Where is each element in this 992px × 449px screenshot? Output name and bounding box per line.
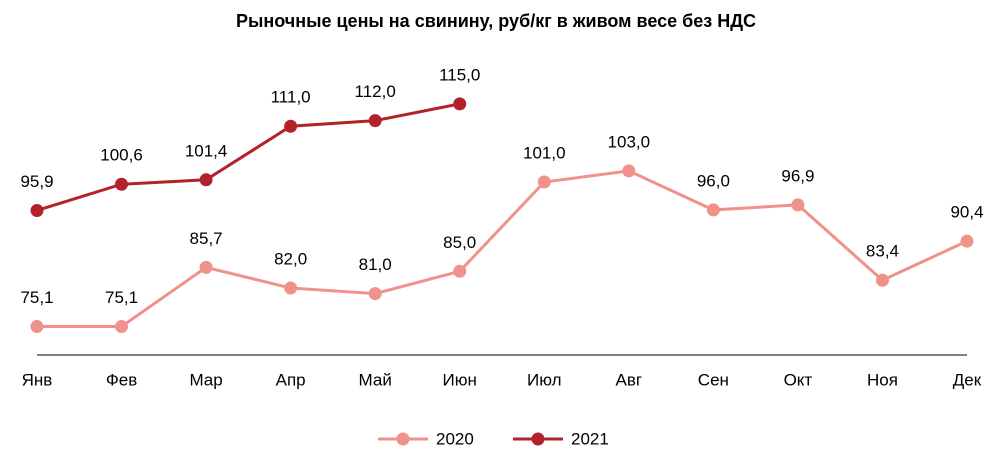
data-point — [284, 281, 298, 295]
data-label: 101,4 — [185, 141, 228, 160]
x-tick-label: Фев — [106, 370, 137, 389]
data-point — [115, 177, 129, 191]
data-point — [537, 175, 551, 189]
x-tick-label: Ноя — [867, 370, 898, 389]
data-label: 81,0 — [359, 255, 392, 274]
data-label: 112,0 — [355, 82, 396, 101]
data-label: 115,0 — [439, 65, 480, 84]
data-point — [30, 320, 44, 334]
data-point — [453, 97, 467, 111]
data-point — [30, 203, 44, 217]
data-label: 90,4 — [950, 203, 983, 222]
x-tick-label: Дек — [953, 370, 982, 389]
data-point — [875, 273, 889, 287]
data-label: 95,9 — [20, 172, 53, 191]
data-point — [368, 114, 382, 128]
data-label: 96,9 — [781, 166, 814, 185]
data-label: 101,0 — [523, 144, 566, 163]
data-label: 111,0 — [271, 88, 311, 107]
x-tick-label: Янв — [22, 370, 53, 389]
data-label: 103,0 — [608, 132, 651, 151]
x-tick-label: Июн — [443, 370, 477, 389]
x-tick-label: Мар — [189, 370, 222, 389]
data-point — [284, 119, 298, 133]
data-label: 85,7 — [190, 229, 223, 248]
data-label: 83,4 — [866, 242, 899, 261]
data-label: 82,0 — [274, 250, 307, 269]
data-point — [706, 203, 720, 217]
data-label: 85,0 — [443, 233, 476, 252]
data-point — [199, 260, 213, 274]
x-tick-label: Май — [359, 370, 392, 389]
data-point — [453, 264, 467, 278]
data-label: 96,0 — [697, 171, 730, 190]
legend-label: 2021 — [571, 429, 609, 448]
legend-label: 2020 — [436, 429, 474, 448]
x-tick-label: Окт — [784, 370, 813, 389]
chart-title: Рыночные цены на свинину, руб/кг в живом… — [236, 11, 756, 31]
data-label: 100,6 — [100, 146, 143, 165]
data-label: 75,1 — [20, 288, 53, 307]
x-tick-label: Апр — [276, 370, 306, 389]
data-point — [115, 320, 129, 334]
legend-marker — [396, 432, 410, 446]
series-line — [37, 169, 968, 329]
data-point — [368, 287, 382, 301]
series-line — [36, 102, 461, 212]
legend-marker — [531, 432, 545, 446]
data-point — [960, 234, 974, 248]
data-point — [622, 164, 636, 178]
x-tick-label: Июл — [527, 370, 562, 389]
data-point — [199, 173, 213, 187]
x-tick-label: Авг — [616, 370, 643, 389]
x-tick-label: Сен — [698, 370, 729, 389]
data-label: 75,1 — [105, 288, 138, 307]
data-point — [791, 198, 805, 212]
